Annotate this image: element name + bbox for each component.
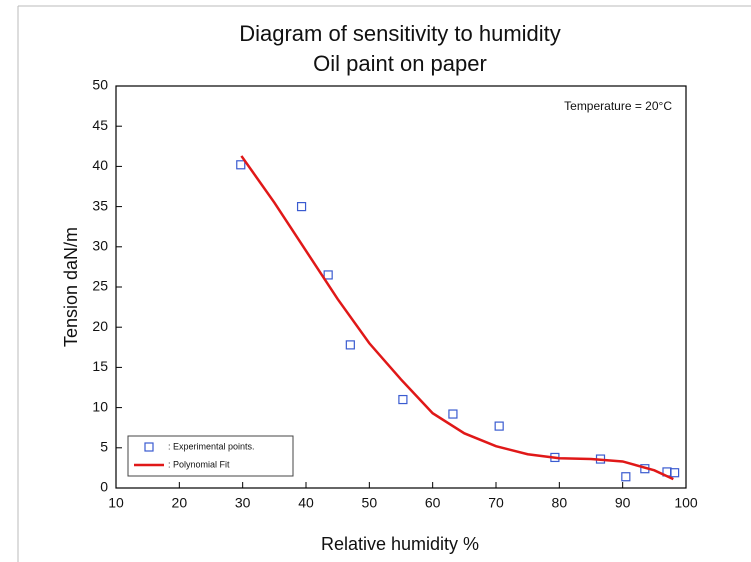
chart-subtitle: Oil paint on paper [313,51,487,76]
y-tick-label: 40 [92,157,108,173]
y-tick-label: 5 [100,439,108,455]
chart-title: Diagram of sensitivity to humidity [239,21,561,46]
data-point [323,270,333,280]
data-point [448,409,458,419]
legend-label: : Polynomial Fit [168,459,230,469]
x-tick-label: 10 [108,495,124,511]
x-tick-label: 70 [488,495,504,511]
x-tick-label: 40 [298,495,314,511]
data-point [236,160,246,170]
y-tick-label: 35 [92,197,108,213]
x-tick-label: 30 [235,495,251,511]
y-tick-label: 10 [92,398,108,414]
x-tick-label: 50 [362,495,378,511]
fit-line [240,155,674,481]
data-point [296,202,307,212]
legend-marker [144,442,154,452]
y-tick-label: 25 [92,278,108,294]
data-point [621,472,631,482]
x-tick-label: 80 [552,495,568,511]
x-tick-label: 60 [425,495,441,511]
data-point [398,394,408,405]
x-tick-label: 90 [615,495,631,511]
x-tick-label: 20 [172,495,188,511]
plot-area [115,85,687,489]
data-point [669,468,680,478]
annotation: Temperature = 20°C [564,99,672,113]
x-tick-label: 100 [674,495,698,511]
x-axis-label: Relative humidity % [321,534,479,554]
y-tick-label: 15 [92,358,108,374]
y-tick-label: 45 [92,117,108,133]
legend-label: : Experimental points. [168,441,255,451]
y-tick-label: 50 [92,77,108,93]
data-point [345,340,355,350]
y-tick-label: 30 [92,238,108,254]
legend-box [127,435,294,477]
y-axis-label: Tension daN/m [61,227,81,347]
data-point [494,421,504,431]
y-tick-label: 20 [92,318,108,334]
y-tick-label: 0 [100,479,108,495]
